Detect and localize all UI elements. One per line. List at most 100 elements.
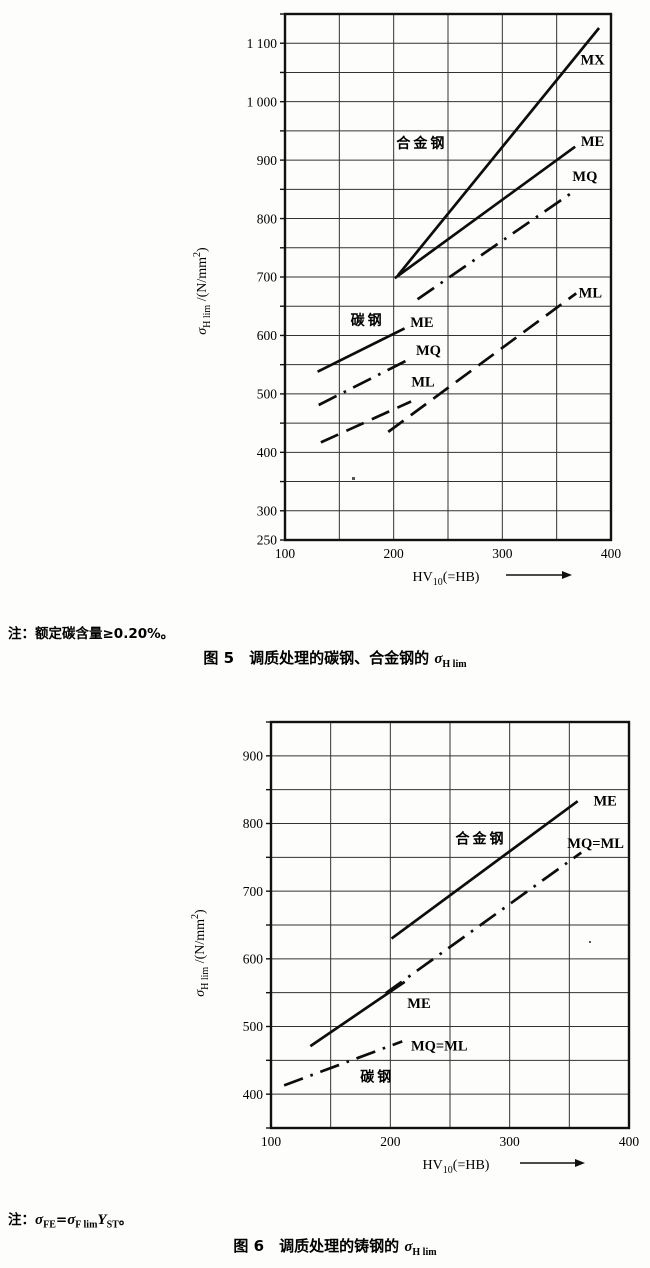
text-part: 2 xyxy=(190,914,201,919)
material-label: 合金钢 xyxy=(396,135,447,152)
x-axis-title: HV10(=HB) xyxy=(413,570,480,588)
text-part: 10 xyxy=(433,577,443,588)
y-axis-title: σH lim /(N/mm2) xyxy=(192,247,213,335)
x-tick-label: 100 xyxy=(275,546,296,561)
text-part: 10 xyxy=(443,1165,453,1176)
x-tick-label: 100 xyxy=(261,1134,282,1149)
text-part: σ xyxy=(434,651,443,667)
scan-speckle xyxy=(589,941,591,943)
material-label: 碳钢 xyxy=(351,312,385,329)
grade-label: ME xyxy=(410,315,433,331)
text-part: (=HB) xyxy=(443,570,480,585)
figure6-note: 注：σFE=σF limYST。 xyxy=(8,1208,132,1231)
material-label: 合金钢 xyxy=(456,830,507,847)
plot-border xyxy=(269,720,631,1130)
text-part: FE xyxy=(43,1219,56,1231)
y-tick-label: 700 xyxy=(257,270,278,285)
text-part: 2 xyxy=(192,252,203,257)
y-tick-label: 900 xyxy=(243,749,264,764)
scan-speckle xyxy=(352,477,355,480)
y-tick-label: 700 xyxy=(243,884,264,899)
series-alloy-MX xyxy=(396,27,601,277)
x-tick-label: 300 xyxy=(500,1134,521,1149)
x-tick-labels: 100 200 300 400 xyxy=(275,546,622,561)
text-part: 图 6 调质处理的铸钢的 xyxy=(233,1237,405,1255)
text-part: σ xyxy=(67,1212,76,1228)
y-tick-label: 400 xyxy=(243,1087,264,1102)
grade-label: MQ xyxy=(416,343,441,359)
x-tick-labels: 100 200 300 400 xyxy=(261,1134,640,1149)
y-tick-label: 400 xyxy=(257,445,278,460)
y-tick-label: 600 xyxy=(257,328,278,343)
text-part: HV xyxy=(413,570,433,585)
grade-label: MX xyxy=(580,53,605,69)
x-tick-label: 200 xyxy=(384,546,405,561)
text-part: 注：额定碳含量≥0.20%。 xyxy=(8,626,175,642)
grade-label: ML xyxy=(579,285,603,301)
grade-label: MQ=ML xyxy=(411,1039,468,1055)
grade-label: MQ=ML xyxy=(567,836,624,852)
x-axis-arrowhead xyxy=(575,1159,585,1167)
text-part: σ xyxy=(35,1212,44,1228)
y-tick-label: 600 xyxy=(243,952,264,967)
figure6-caption: 图 6 调质处理的铸钢的 σH lim xyxy=(0,1235,650,1258)
text-part: H lim xyxy=(202,305,213,328)
figure5-chart: 250 300 400 500 600 700 800 900 1 000 1 100 100 200… xyxy=(192,12,622,588)
text-part: σ xyxy=(404,1239,413,1255)
series-alloy-MQ-ML xyxy=(384,851,583,995)
y-tick-label: 500 xyxy=(257,387,278,402)
y-tick-label: 300 xyxy=(257,504,278,519)
text-part: 注： xyxy=(8,1212,35,1228)
series-alloy-MQ xyxy=(416,192,572,301)
series-alloy-ML xyxy=(387,292,578,433)
text-part: HV xyxy=(423,1158,443,1173)
material-label: 碳钢 xyxy=(360,1068,394,1085)
text-part: σ xyxy=(195,327,210,335)
y-tick-label: 250 xyxy=(257,533,278,548)
grade-label: MQ xyxy=(572,169,597,185)
figure5-caption: 图 5 调质处理的碳钢、合金钢的 σH lim xyxy=(0,647,650,670)
gridlines xyxy=(271,722,629,1128)
text-part: 。 xyxy=(118,1212,133,1228)
text-part: ST xyxy=(106,1219,119,1231)
series-carbon-ML xyxy=(320,400,412,444)
series-lines xyxy=(316,27,601,444)
figure5-note: 注：额定碳含量≥0.20%。 xyxy=(8,622,174,642)
text-part: /(N/mm xyxy=(193,919,208,967)
series-alloy-ME xyxy=(393,145,576,280)
gridlines xyxy=(285,14,611,540)
y-tick-label: 500 xyxy=(243,1019,264,1034)
x-tick-label: 300 xyxy=(492,546,513,561)
x-axis-arrowhead xyxy=(562,571,572,579)
grade-label: ME xyxy=(407,996,430,1012)
text-part: ) xyxy=(193,909,208,914)
x-tick-label: 200 xyxy=(380,1134,401,1149)
x-tick-label: 400 xyxy=(601,546,622,561)
y-tick-labels: 400 500 600 700 800 900 xyxy=(243,749,264,1102)
x-tick-label: 400 xyxy=(619,1134,640,1149)
series-carbon-MQ xyxy=(318,357,411,407)
grade-label: ME xyxy=(581,134,604,150)
text-part: = xyxy=(55,1212,68,1228)
y-tick-label: 800 xyxy=(257,211,278,226)
y-axis-title: σH lim /(N/mm2) xyxy=(190,909,211,997)
text-part: (=HB) xyxy=(453,1158,490,1173)
series-carbon-ME xyxy=(316,327,406,373)
x-axis-title: HV10(=HB) xyxy=(423,1158,490,1176)
y-tick-label: 800 xyxy=(243,816,264,831)
text-part: H lim xyxy=(412,1247,437,1258)
text-part: Y xyxy=(97,1212,107,1228)
text-part: H lim xyxy=(442,659,467,670)
text-part: ) xyxy=(195,247,210,252)
series-carbon-ME xyxy=(309,980,406,1048)
y-tick-label: 900 xyxy=(257,153,278,168)
text-part: F lim xyxy=(75,1219,98,1231)
plot-border xyxy=(283,12,613,542)
y-tick-labels: 250 300 400 500 600 700 800 900 1 000 1 100 xyxy=(247,36,278,548)
text-part: H lim xyxy=(200,967,211,990)
grade-label: ME xyxy=(593,794,616,810)
text-part: 图 5 调质处理的碳钢、合金钢的 xyxy=(203,649,435,667)
